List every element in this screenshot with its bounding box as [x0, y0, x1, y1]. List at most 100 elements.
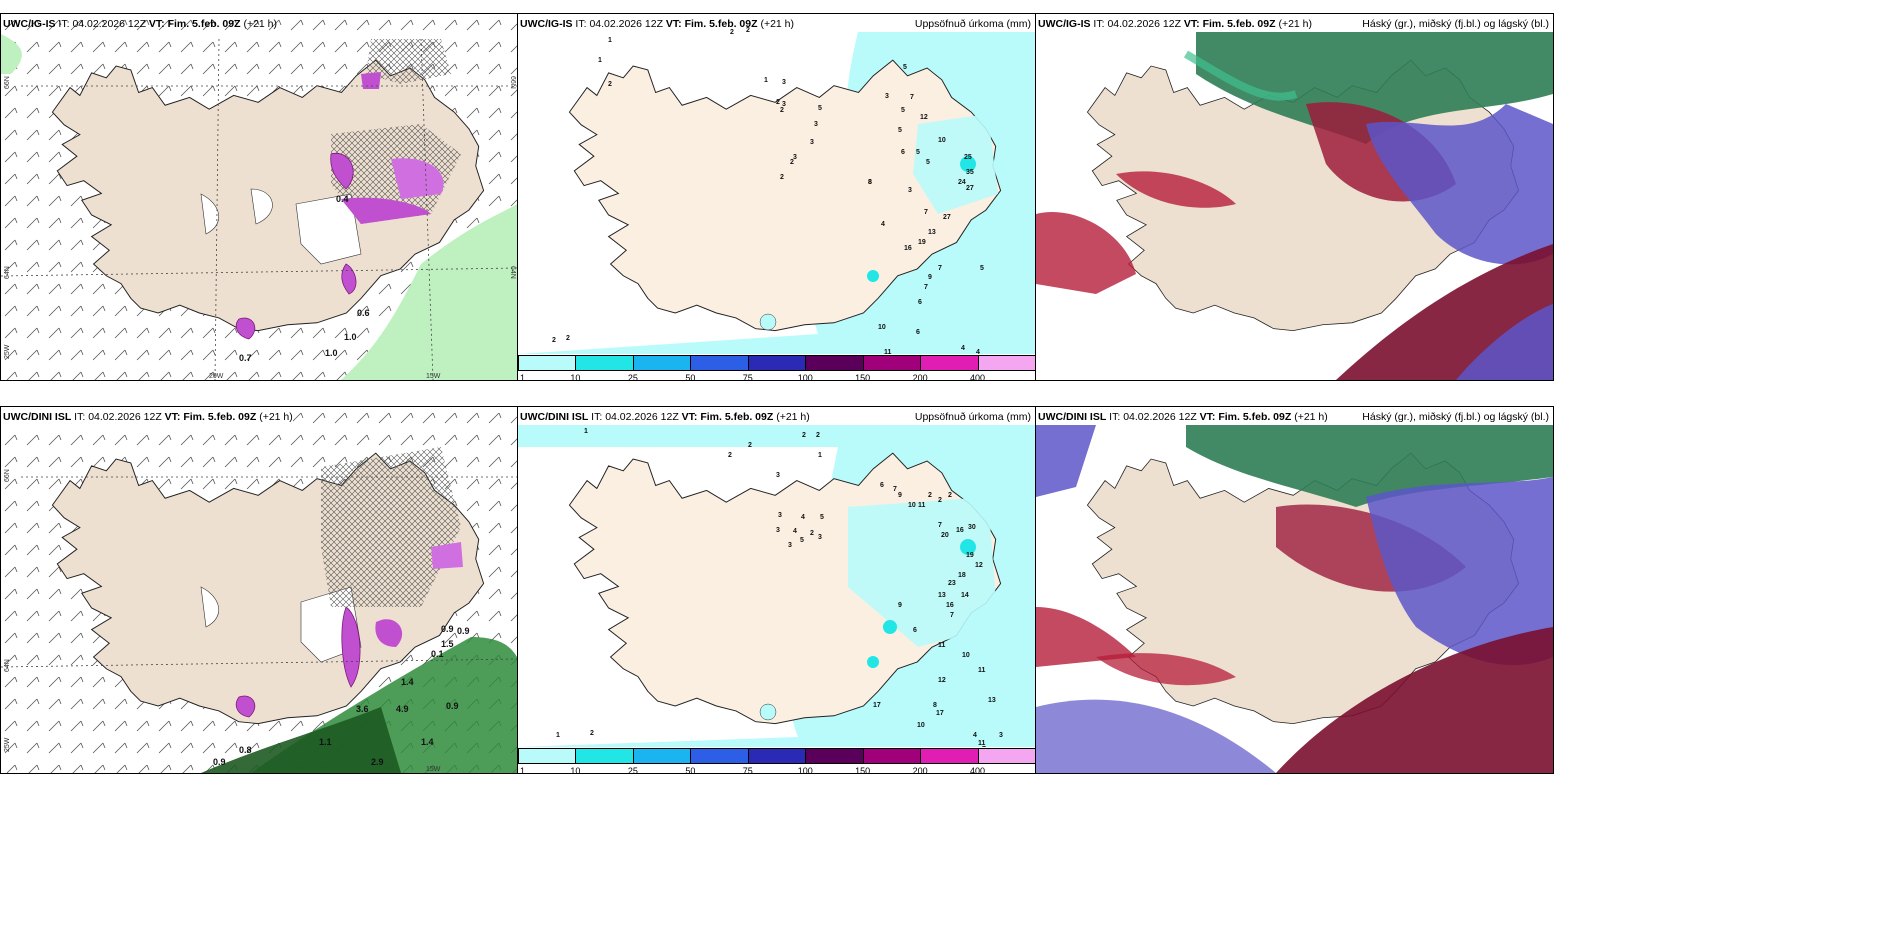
- precip-value-label: 8: [933, 702, 937, 709]
- legend-tick: 200: [912, 766, 928, 774]
- precip-value-label: 3: [908, 187, 912, 194]
- magenta-precip-3: [235, 317, 256, 340]
- low-cloud-southeast: [1276, 627, 1553, 773]
- legend-swatch: [575, 748, 634, 764]
- vt-label: VT:: [148, 18, 165, 30]
- lat-label-66n: 66N: [4, 469, 11, 482]
- legend-swatch: [920, 355, 979, 371]
- precip-map-igis: UWC/IG-IS IT: 04.02.2026 12Z VT: Fim. 5.…: [517, 13, 1036, 381]
- precip-value-label: 2: [728, 452, 732, 459]
- precip-value-label: 17: [936, 710, 944, 717]
- precip-value-label: 35: [966, 169, 974, 176]
- precip-value-label: 2: [948, 492, 952, 499]
- it-value: 04.02.2026 12Z: [589, 18, 663, 30]
- it-value: 04.02.2026 12Z: [1123, 411, 1197, 423]
- mid-cloud-southwest: [1036, 699, 1276, 773]
- value-label: 0.9: [446, 701, 459, 711]
- legend-tick: 100: [797, 373, 813, 381]
- mid-cloud-southeast: [1456, 304, 1553, 380]
- legend-tick: 150: [855, 373, 871, 381]
- precip-value-label: 11: [978, 740, 986, 747]
- vt-value: Fim. 5.feb. 09Z: [183, 411, 257, 423]
- value-label: 4.9: [396, 704, 409, 714]
- precip-value-label: 9: [898, 602, 902, 609]
- legend-swatch: [632, 748, 692, 764]
- vt-value: Fim. 5.feb. 09Z: [1218, 411, 1292, 423]
- it-label: IT:: [1093, 18, 1105, 30]
- precip-value-label: 13: [938, 592, 946, 599]
- precip-value-label: 25: [964, 154, 972, 161]
- graticule-15w: [420, 38, 434, 380]
- panel-subtitle: Háský (gr.), miðský (fj.bl.) og lágský (…: [1362, 411, 1549, 423]
- value-label: 1.0: [344, 332, 357, 342]
- lon-label-15w: 15W: [426, 766, 441, 773]
- model-name: UWC/IG-IS: [520, 18, 573, 30]
- precip-value-label: 2: [780, 174, 784, 181]
- vt-label: VT:: [665, 18, 682, 30]
- precip-legend: 1 10 25 50 75 100 150 200 400: [518, 748, 1035, 774]
- legend-swatch: [805, 355, 864, 371]
- low-cloud-west-2: [1116, 171, 1236, 208]
- model-name: UWC/DINI ISL: [520, 411, 589, 423]
- precip-value-label: 19: [966, 552, 974, 559]
- magenta-precip-4: [391, 158, 444, 199]
- precip-value-label: 3: [818, 534, 822, 541]
- precip-value-label: 7: [910, 94, 914, 101]
- precip-value-label: 17: [873, 702, 881, 709]
- it-label: IT:: [575, 18, 587, 30]
- legend-tick: 400: [970, 373, 986, 381]
- legend-swatch: [862, 748, 922, 764]
- lead-time: (+21 h): [1294, 411, 1328, 423]
- lead-time: (+21 h): [776, 411, 810, 423]
- green-precip-area-nw: [1, 34, 22, 74]
- precip-area-east: [848, 497, 998, 647]
- precip-value-label: 30: [968, 524, 976, 531]
- precip-value-label: 3: [776, 527, 780, 534]
- legend-tick: 75: [742, 766, 753, 774]
- value-label: 0.9: [457, 626, 470, 636]
- precip-value-label: 4: [973, 732, 977, 739]
- precip-value-label: 6: [918, 299, 922, 306]
- lead-time: (+21 h): [259, 411, 293, 423]
- precip-value-label: 5: [800, 537, 804, 544]
- precip-value-label: 7: [924, 284, 928, 291]
- glacier-hofsjokull: [200, 586, 220, 628]
- precip-value-label: 19: [918, 239, 926, 246]
- precip-value-label: 2: [790, 159, 794, 166]
- magenta-precip-4: [431, 542, 463, 569]
- precip-value-label: 8: [868, 179, 872, 186]
- precip-value-label: 2: [938, 497, 942, 504]
- vt-value: Fim. 5.feb. 09Z: [700, 411, 774, 423]
- it-value: 04.02.2026 12Z: [72, 18, 146, 30]
- precip-value-label: 16: [946, 602, 954, 609]
- green-precip-area: [341, 204, 517, 380]
- panel-subtitle: Uppsöfnuð úrkoma (mm): [914, 18, 1031, 30]
- precip-core-myrdal: [759, 313, 777, 331]
- precip-value-label: 10: [962, 652, 970, 659]
- precip-map-dini: UWC/DINI ISL IT: 04.02.2026 12Z VT: Fim.…: [517, 406, 1036, 774]
- precip-value-label: 11: [884, 349, 892, 354]
- precip-value-label: 6: [916, 329, 920, 336]
- value-label: 0.7: [239, 353, 252, 363]
- value-label: 1.4: [401, 677, 414, 687]
- legend-swatch: [747, 355, 807, 371]
- glacier-hofsjokull: [200, 193, 220, 235]
- vt-value: Fim. 5.feb. 09Z: [1202, 18, 1276, 30]
- lead-time: (+21 h): [243, 18, 278, 30]
- precip-value-label: 18: [958, 572, 966, 579]
- precip-value-label: 11: [918, 502, 926, 509]
- precip-core-east: [960, 539, 976, 555]
- lat-label-64n: 64N: [4, 659, 11, 672]
- legend-tick: 150: [855, 766, 871, 774]
- precip-value-label: 27: [966, 185, 974, 192]
- precip-value-label: 5: [926, 159, 930, 166]
- vt-value: Fim. 5.feb. 09Z: [167, 18, 241, 30]
- graticule-64n: [1, 658, 517, 668]
- lon-label-25w: 25W: [4, 344, 11, 359]
- vt-label: VT:: [164, 411, 181, 423]
- panel-title: UWC/IG-IS IT: 04.02.2026 12Z VT: Fim. 5.…: [520, 18, 794, 30]
- lat-label-right-66n: 66N: [509, 76, 516, 89]
- precip-value-label: 2: [816, 432, 820, 439]
- high-cloud-north: [1196, 32, 1553, 144]
- magenta-precip-6: [361, 72, 381, 89]
